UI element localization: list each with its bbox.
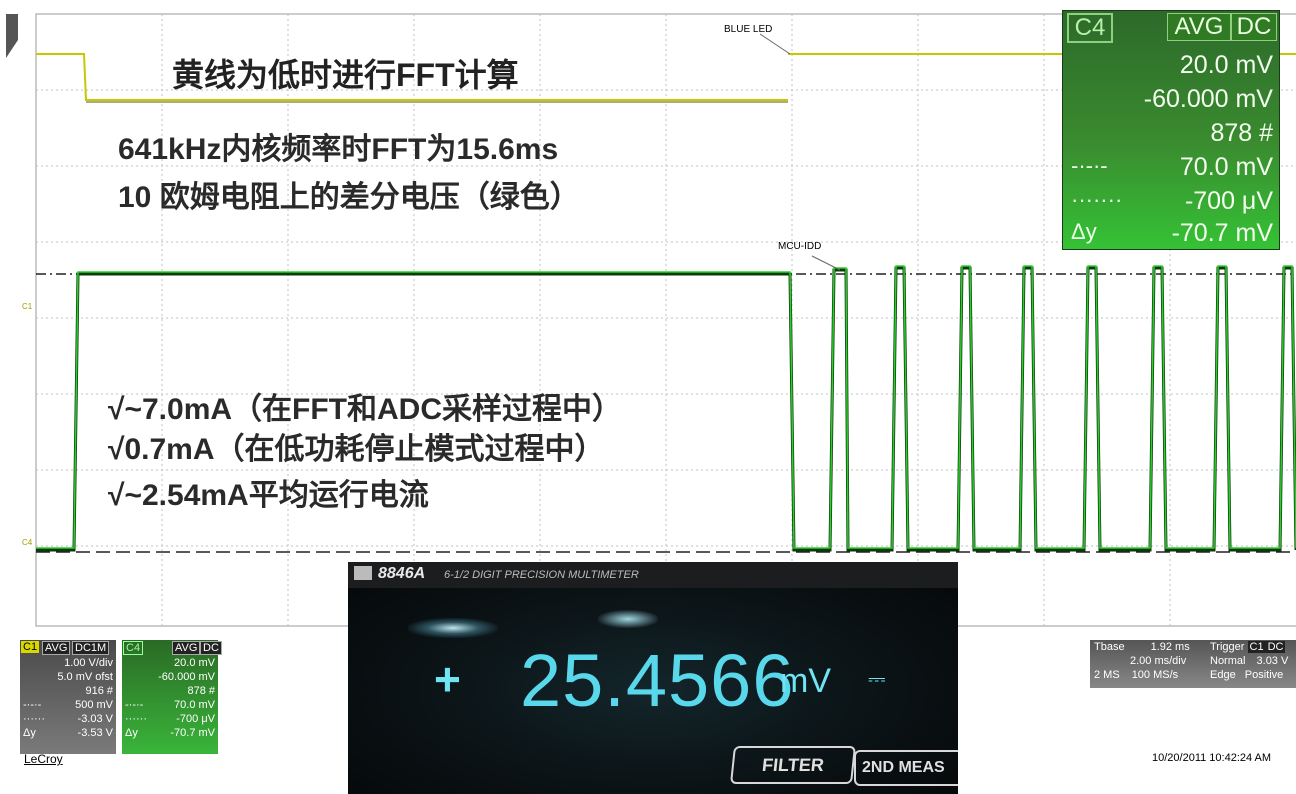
- multimeter-header-band: 8846A 6-1/2 DIGIT PRECISION MULTIMETER: [348, 562, 958, 588]
- timebase-row: Tbase 1.92 ms: [1094, 641, 1190, 653]
- multimeter-description: 6-1/2 DIGIT PRECISION MULTIMETER: [444, 569, 639, 581]
- annotation-bullet-2: √0.7mA（在低功耗停止模式过程中）: [108, 433, 605, 466]
- menu-icon: [354, 566, 372, 580]
- yellow-trace: [36, 53, 788, 101]
- delta-y-value: Δy -70.7 mV: [1071, 219, 1273, 247]
- reading-value: 25.4566: [520, 639, 795, 722]
- volts-per-div: 20.0 mV: [1179, 51, 1273, 79]
- c1-channel-panel[interactable]: C1 AVG DC1M 1.00 V/div 5.0 mV ofst 916 #…: [20, 640, 116, 754]
- green-trace: [36, 265, 1296, 549]
- c4-avg-badge: AVG: [172, 641, 201, 655]
- c4-coupling-badge: DC: [200, 641, 222, 655]
- annotation-bullet-3: √~2.54mA平均运行电流: [108, 479, 429, 512]
- second-meas-button[interactable]: 2ND MEAS: [854, 750, 958, 786]
- channel-badge: C4: [1067, 13, 1113, 43]
- multimeter-model: 8846A: [378, 565, 426, 582]
- timebase-row: 2 MS 100 MS/s: [1094, 669, 1179, 681]
- c1-avg-badge: AVG: [42, 641, 71, 655]
- c4-row: -60.000 mV: [158, 671, 215, 683]
- c4-channel-panel[interactable]: C4 AVG DC 20.0 mV -60.000 mV 878 # -·-·-…: [122, 640, 222, 754]
- offset-value: -60.000 mV: [1143, 85, 1273, 113]
- c1-row: Δy -3.53 V: [23, 727, 113, 739]
- c1-row: 5.0 mV ofst: [57, 671, 113, 683]
- display-glare: [408, 618, 498, 638]
- sweep-count: 878 #: [1210, 119, 1273, 147]
- brand-logo: LeCroy: [24, 752, 63, 766]
- reading-sign: +: [434, 653, 461, 705]
- blue-led-pointer: [759, 33, 791, 55]
- reading-unit: mV: [780, 662, 831, 700]
- blue-led-label: BLUE LED: [724, 24, 773, 35]
- annotation-resistor: 10 欧姆电阻上的差分电压（绿色）: [118, 181, 580, 214]
- c1-row: 1.00 V/div: [64, 657, 113, 669]
- multimeter-photo: 8846A 6-1/2 DIGIT PRECISION MULTIMETER +…: [348, 562, 958, 794]
- c4-row: 878 #: [187, 685, 215, 697]
- c4-marker: C4: [22, 538, 33, 547]
- annotation-bullet-1: √~7.0mA（在FFT和ADC采样过程中）: [108, 393, 622, 426]
- c4-panel-header: C4 AVG DC: [122, 640, 222, 656]
- trigger-panel[interactable]: Trigger C1 DC Normal 3.03 V Edge Positive: [1206, 640, 1296, 688]
- timebase-row: 2.00 ms/div: [1130, 655, 1187, 667]
- avg-badge: AVG: [1167, 13, 1231, 41]
- mcu-idd-pointer: [811, 255, 841, 271]
- c1-panel-header: C1 AVG DC1M: [20, 640, 116, 656]
- dc-badge: DC: [1231, 13, 1277, 41]
- cursor-lower-value: ······· -700 μV: [1071, 187, 1273, 215]
- annotation-fft-time: 641kHz内核频率时FFT为15.6ms: [118, 133, 559, 166]
- c1-coupling-badge: DC1M: [72, 641, 110, 655]
- c4-measurement-panel[interactable]: C4 AVG DC 20.0 mV -60.000 mV 878 # -·-·-…: [1062, 10, 1280, 250]
- c4-badge: C4: [123, 641, 144, 655]
- dc-symbol-icon: ⎓: [868, 666, 886, 691]
- c1-marker: C1: [22, 302, 33, 311]
- mcu-idd-label: MCU-IDD: [778, 241, 822, 252]
- filter-button[interactable]: FILTER: [730, 746, 856, 784]
- trigger-row: Normal 3.03 V: [1210, 655, 1289, 667]
- c4-row: -·-·- 70.0 mV: [125, 699, 215, 711]
- c1-row: -·-·- 500 mV: [23, 699, 113, 711]
- cursor-upper-value: -·-·- 70.0 mV: [1071, 153, 1273, 181]
- capture-timestamp: 10/20/2011 10:42:24 AM: [1152, 752, 1272, 764]
- c1-row: ······ -3.03 V: [23, 713, 113, 725]
- annotation-title: 黄线为低时进行FFT计算: [172, 57, 519, 93]
- trigger-row: Trigger C1 DC: [1210, 641, 1286, 653]
- c1-row: 916 #: [85, 685, 113, 697]
- timebase-panel[interactable]: Tbase 1.92 ms 2.00 ms/div 2 MS 100 MS/s: [1090, 640, 1206, 688]
- c4-row: Δy -70.7 mV: [125, 727, 215, 739]
- corner-artifact: [6, 14, 18, 58]
- trigger-row: Edge Positive: [1210, 669, 1284, 681]
- c4-row: ······ -700 μV: [125, 713, 215, 725]
- c1-badge: C1: [21, 641, 40, 653]
- panel-header: C4 AVG DC: [1063, 11, 1279, 43]
- display-glare: [598, 610, 658, 628]
- c4-row: 20.0 mV: [174, 657, 215, 669]
